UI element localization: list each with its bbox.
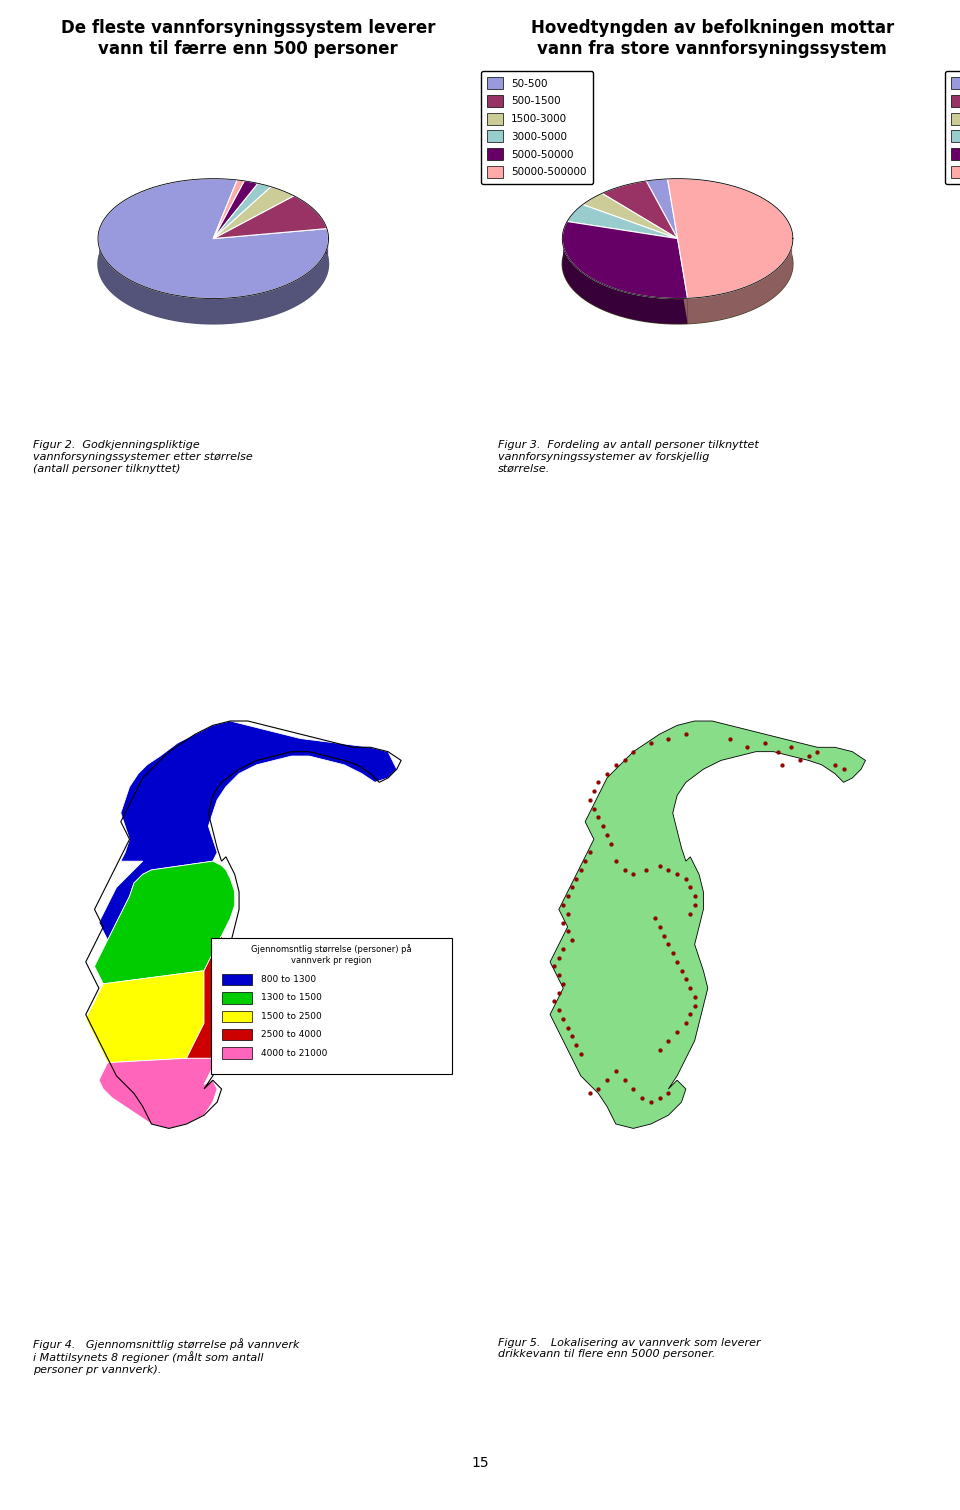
FancyBboxPatch shape bbox=[210, 938, 451, 1074]
Legend: 50-500, 500-1500, 1500-3000, 3000-5000, 5000-50000, 50000-500000: 50-500, 500-1500, 1500-3000, 3000-5000, … bbox=[946, 71, 960, 184]
Polygon shape bbox=[99, 1059, 217, 1128]
Polygon shape bbox=[563, 231, 687, 323]
Polygon shape bbox=[213, 196, 327, 239]
Text: Figur 5.   Lokalisering av vannverk som leverer
drikkevann til flere enn 5000 pe: Figur 5. Lokalisering av vannverk som le… bbox=[497, 1338, 760, 1359]
Polygon shape bbox=[186, 936, 234, 1059]
FancyBboxPatch shape bbox=[222, 1028, 252, 1040]
Title: De fleste vannforsyningssystem leverer
vann til færre enn 500 personer: De fleste vannforsyningssystem leverer v… bbox=[60, 20, 435, 59]
Text: Figur 4.   Gjennomsnittlig størrelse på vannverk
i Mattilsynets 8 regioner (målt: Figur 4. Gjennomsnittlig størrelse på va… bbox=[34, 1338, 300, 1376]
Polygon shape bbox=[98, 178, 328, 299]
Polygon shape bbox=[213, 180, 244, 239]
Polygon shape bbox=[687, 231, 793, 323]
Polygon shape bbox=[567, 222, 678, 264]
Polygon shape bbox=[98, 204, 328, 323]
Polygon shape bbox=[567, 222, 678, 264]
FancyBboxPatch shape bbox=[222, 974, 252, 985]
Text: 4000 to 21000: 4000 to 21000 bbox=[261, 1048, 327, 1057]
Polygon shape bbox=[646, 178, 678, 239]
Polygon shape bbox=[602, 181, 678, 239]
Polygon shape bbox=[567, 204, 678, 239]
Polygon shape bbox=[563, 222, 687, 299]
Polygon shape bbox=[98, 230, 328, 323]
FancyBboxPatch shape bbox=[222, 1010, 252, 1022]
Polygon shape bbox=[563, 204, 793, 323]
Polygon shape bbox=[678, 239, 687, 323]
Polygon shape bbox=[667, 178, 793, 299]
Polygon shape bbox=[213, 228, 327, 264]
Text: 15: 15 bbox=[471, 1456, 489, 1469]
Polygon shape bbox=[213, 228, 327, 264]
Text: 2500 to 4000: 2500 to 4000 bbox=[261, 1030, 322, 1039]
Text: 1300 to 1500: 1300 to 1500 bbox=[261, 994, 322, 1003]
Legend: 50-500, 500-1500, 1500-3000, 3000-5000, 5000-50000, 50000-500000: 50-500, 500-1500, 1500-3000, 3000-5000, … bbox=[481, 71, 592, 184]
Polygon shape bbox=[99, 720, 396, 941]
FancyBboxPatch shape bbox=[222, 1048, 252, 1059]
Polygon shape bbox=[85, 971, 204, 1063]
Polygon shape bbox=[213, 181, 258, 239]
Polygon shape bbox=[213, 183, 271, 239]
Text: Figur 3.  Fordeling av antall personer tilknyttet
vannforsyningssystemer av fors: Figur 3. Fordeling av antall personer ti… bbox=[497, 441, 758, 474]
Title: Hovedtyngden av befolkningen mottar
vann fra store vannforsyningssystem: Hovedtyngden av befolkningen mottar vann… bbox=[531, 20, 894, 59]
Text: 800 to 1300: 800 to 1300 bbox=[261, 975, 316, 985]
Text: Figur 2.  Godkjenningspliktige
vannforsyningssystemer etter størrelse
(antall pe: Figur 2. Godkjenningspliktige vannforsyn… bbox=[34, 441, 252, 474]
Text: 1500 to 2500: 1500 to 2500 bbox=[261, 1012, 322, 1021]
Polygon shape bbox=[550, 720, 866, 1128]
Polygon shape bbox=[94, 861, 234, 985]
Polygon shape bbox=[583, 193, 678, 239]
Polygon shape bbox=[213, 187, 294, 239]
Polygon shape bbox=[678, 239, 687, 323]
FancyBboxPatch shape bbox=[222, 992, 252, 1004]
Text: Gjennomsntlig størrelse (personer) på
vannverk pr region: Gjennomsntlig størrelse (personer) på va… bbox=[251, 944, 412, 965]
